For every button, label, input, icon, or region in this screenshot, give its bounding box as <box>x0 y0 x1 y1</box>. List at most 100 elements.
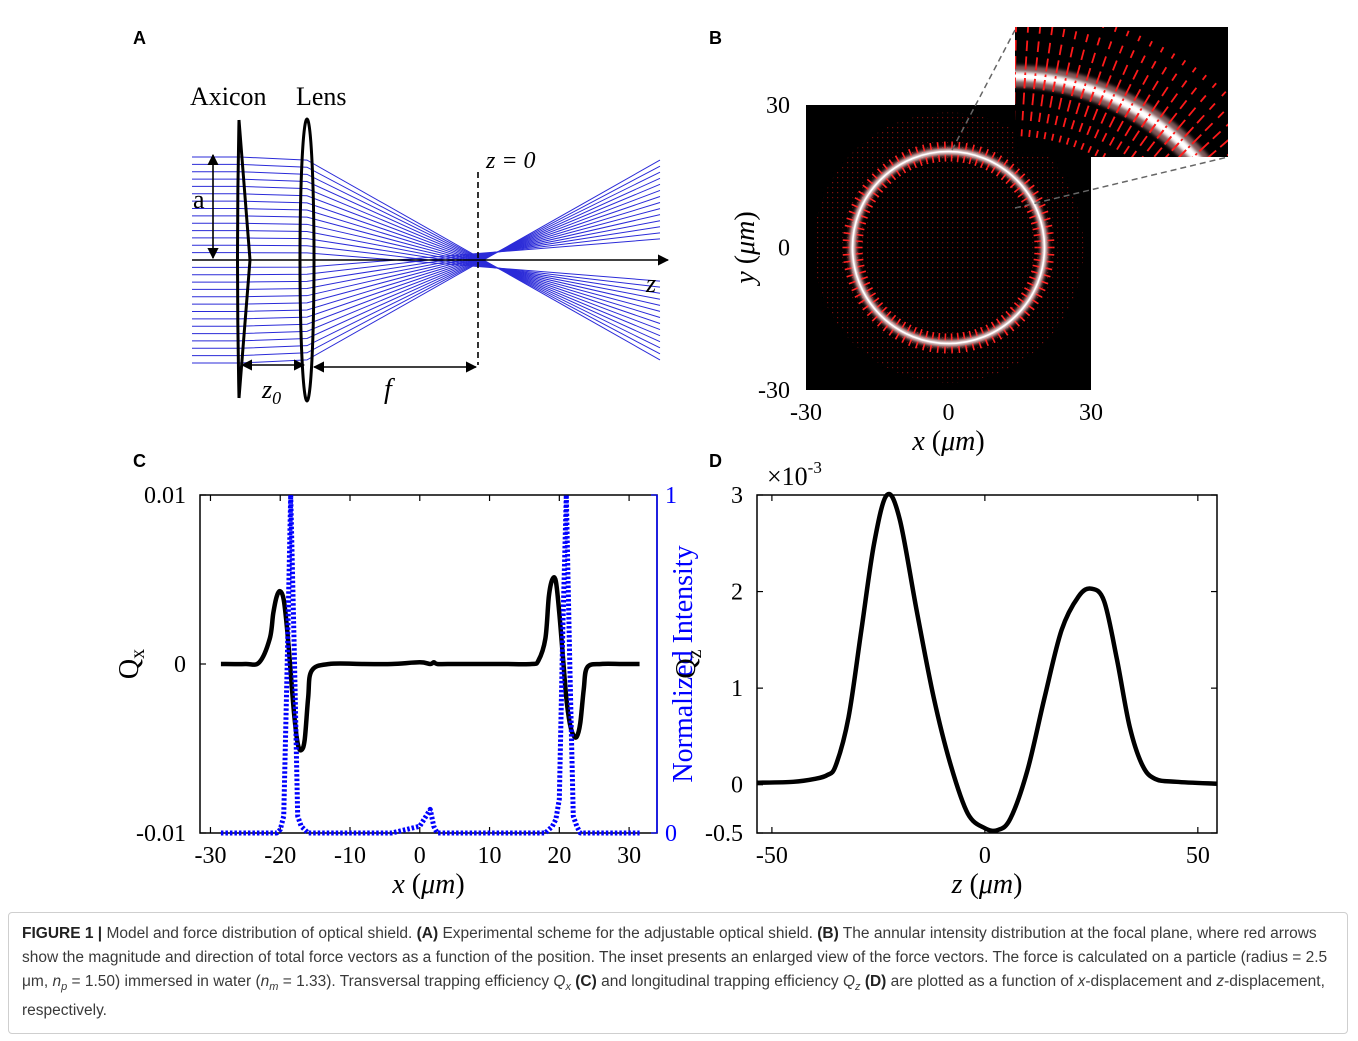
force-arrow <box>1003 329 1009 336</box>
axicon-label: Axicon <box>190 82 267 111</box>
force-arrow <box>869 292 876 298</box>
force-arrow <box>931 332 935 340</box>
caption-part: FIGURE 1 | <box>22 925 103 942</box>
force-arrow <box>866 310 874 317</box>
inset-force-arrow <box>1132 130 1140 142</box>
force-arrow <box>1033 233 1041 237</box>
ray <box>192 214 661 298</box>
inset-force-arrow <box>1062 117 1067 128</box>
inset-force-arrow <box>1248 119 1252 123</box>
panel-label: C <box>133 451 146 471</box>
inset-force-arrow <box>1139 181 1144 186</box>
force-arrow <box>860 276 868 281</box>
force-arrow <box>1013 187 1021 193</box>
force-arrow <box>971 343 975 351</box>
axis-label-part: ( <box>405 869 421 900</box>
inset-force-arrow <box>1164 153 1170 157</box>
inset-force-arrow <box>1256 129 1261 133</box>
inset-force-arrow <box>1101 132 1108 143</box>
force-arrow <box>1014 320 1021 327</box>
y-tick-label: 0 <box>778 236 790 262</box>
inset-force-arrow <box>1150 192 1155 197</box>
inset-force-arrow <box>1123 145 1130 155</box>
force-arrow <box>1032 264 1040 268</box>
force-arrow <box>844 224 852 228</box>
axis-label-part: Q <box>671 658 702 678</box>
axis-label: z <box>645 269 656 298</box>
inset-force-arrow <box>1140 55 1146 64</box>
force-arrow <box>848 280 856 285</box>
force-arrow <box>1028 184 1035 190</box>
force-arrow <box>936 141 939 150</box>
force-arrow <box>901 321 907 329</box>
force-arrow <box>1028 305 1035 311</box>
force-arrow <box>956 332 960 341</box>
force-arrow <box>1023 310 1031 317</box>
axis-label: z (μm) <box>951 869 1023 900</box>
force-arrow <box>871 173 878 180</box>
force-arrow <box>978 146 983 154</box>
force-arrow <box>1041 210 1049 215</box>
caption-part: Q <box>553 973 566 990</box>
y-tick-label: 30 <box>766 93 790 119</box>
inset-force-arrow <box>1085 67 1092 81</box>
force-arrow <box>851 203 859 208</box>
inset-force-arrow <box>1153 147 1163 157</box>
caption-part: -displacement, respectively. <box>22 973 1325 1020</box>
inset-force-arrow <box>1219 139 1228 148</box>
inset-force-arrow <box>1043 132 1047 140</box>
force-arrow <box>876 302 884 308</box>
inset-force-arrow <box>1159 46 1165 53</box>
inset-force-arrow <box>1041 10 1042 16</box>
inset-force-arrow <box>1040 94 1044 107</box>
inset-force-arrow <box>1055 60 1060 74</box>
inset-force-arrow <box>1188 107 1197 117</box>
force-arrow <box>856 258 864 262</box>
force-arrow <box>964 142 968 151</box>
axis-label-part: x <box>391 869 405 900</box>
series-line <box>756 491 1218 834</box>
focal-label: f <box>384 374 395 405</box>
y-tick-label: -0.01 <box>136 821 186 847</box>
inset-force-arrow <box>1045 58 1049 72</box>
caption-part: The annular intensity distribution at th… <box>22 925 1328 990</box>
axis-label-part: ) <box>730 211 761 220</box>
ray <box>192 208 661 305</box>
inset-force-arrow <box>1124 83 1132 97</box>
inset-force-arrow <box>1201 74 1207 81</box>
force-arrow <box>991 151 996 159</box>
ray <box>192 220 661 290</box>
ray <box>192 189 661 327</box>
inset-force-arrow <box>1144 162 1150 169</box>
y-tick-label: 0 <box>731 773 743 799</box>
series-line <box>220 492 640 836</box>
series-line <box>220 575 640 753</box>
y-scale-base: ×10 <box>767 462 808 491</box>
inset-force-arrow <box>1151 80 1159 91</box>
inset-force-arrow <box>1191 67 1197 73</box>
x-tick-label: 50 <box>1186 843 1210 869</box>
force-arrow <box>962 332 966 340</box>
y2-tick-label: 1 <box>665 483 677 509</box>
force-arrow <box>885 310 892 318</box>
force-arrow <box>871 315 878 322</box>
force-arrow <box>860 214 868 219</box>
force-arrow <box>863 208 871 214</box>
inset-force-arrow <box>1050 27 1054 36</box>
ray <box>192 193 661 331</box>
inset-force-arrow <box>1160 204 1165 208</box>
force-arrow <box>912 326 918 335</box>
inset-force-arrow <box>1139 135 1148 147</box>
force-arrow <box>1033 258 1041 262</box>
force-arrow <box>1023 178 1031 185</box>
force-arrow <box>856 233 864 237</box>
inset-force-arrow <box>1035 130 1039 139</box>
force-arrow <box>908 338 913 347</box>
inset-force-arrow <box>1058 97 1063 110</box>
axis-label-part: μm <box>730 221 761 256</box>
inset-force-arrow <box>1231 101 1235 105</box>
force-arrow <box>1026 281 1034 287</box>
inset-force-arrow <box>1156 173 1163 180</box>
